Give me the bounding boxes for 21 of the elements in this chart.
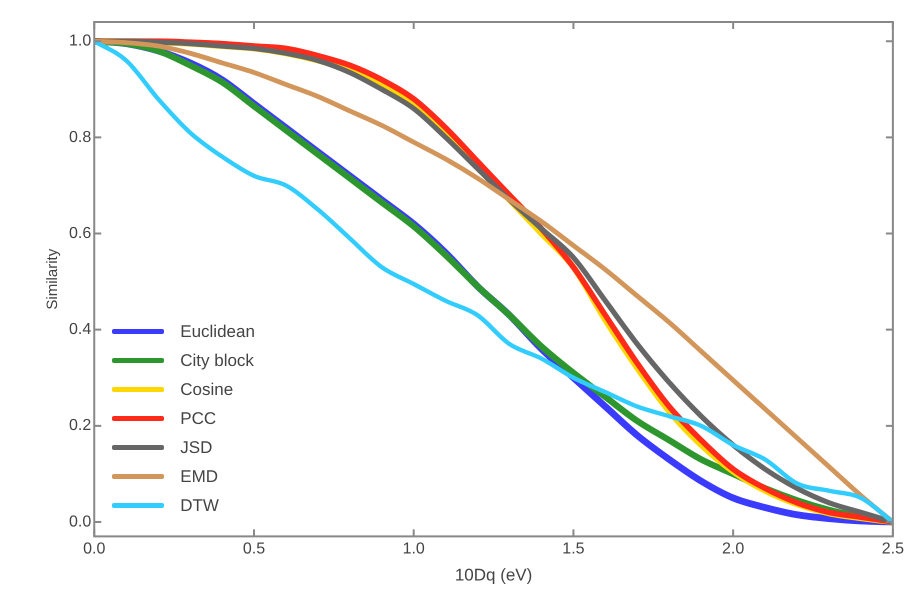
y-tick-label: 0.0: [68, 513, 92, 530]
x-tick-label: 1.5: [562, 540, 585, 558]
y-tick-label: 0.4: [68, 321, 92, 338]
legend-label: JSD: [180, 438, 212, 458]
x-tick-label: 2.0: [722, 540, 744, 558]
x-tick-label: 0.0: [83, 540, 106, 558]
legend-label: EMD: [180, 466, 218, 487]
x-tick-label: 0.5: [242, 540, 266, 558]
y-tick-label: 0.8: [68, 128, 92, 146]
y-axis-title: Similarity: [44, 248, 62, 310]
y-tick-label: 0.2: [68, 417, 92, 434]
x-axis-title: 10Dq (eV): [454, 565, 532, 584]
x-tick-label: 1.0: [402, 540, 425, 558]
legend-label: City block: [180, 350, 254, 371]
y-tick-label: 1.0: [68, 32, 92, 50]
legend-label: PCC: [180, 408, 216, 429]
legend-label: Euclidean: [180, 322, 255, 342]
y-tick-label: 0.6: [68, 224, 92, 242]
x-tick-label: 2.5: [882, 540, 904, 558]
legend-label: Cosine: [180, 380, 234, 400]
legend-label: DTW: [180, 496, 219, 516]
